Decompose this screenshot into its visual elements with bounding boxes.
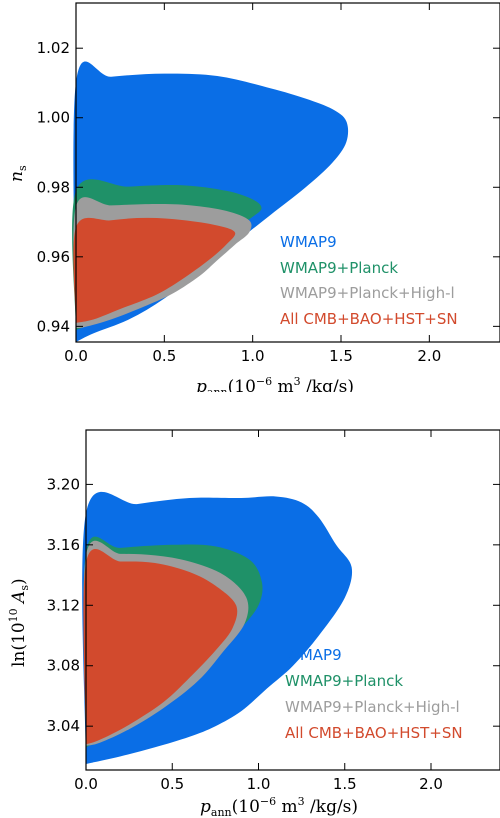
legend-entry-allcmb: All CMB+BAO+HST+SN (285, 724, 463, 742)
y-tick-label: 3.12 (47, 596, 80, 614)
y-axis-label: ns (7, 165, 29, 182)
y-tick-label: 3.16 (47, 536, 80, 554)
x-axis-label: pann(10−6 m3 /kg/s) (200, 795, 358, 818)
y-tick-label: 3.08 (47, 657, 80, 675)
y-axis-label: ln(1010 As) (7, 578, 31, 667)
regions-layer (72, 61, 349, 342)
region-all-cmb-bao-hst-sn (73, 217, 236, 323)
plot-frame (85, 429, 500, 771)
y-tick-label: 1.02 (37, 39, 70, 57)
legend-entry-wmap9-planck-highl: WMAP9+Planck+High-l (280, 284, 455, 302)
y-tick-label: 0.96 (37, 248, 70, 266)
y-tick-label: 3.04 (47, 717, 80, 735)
chart-top: 0.0 0.5 1.0 1.5 2.0 0.94 0.96 0.98 1.00 1.02 WMAP… (7, 2, 500, 392)
legend: WMAP9 WMAP9+Planck WMAP9+Planck+High-l A… (280, 233, 458, 328)
ticks-layer: 0.0 0.5 1.0 1.5 2.0 3.04 3.08 3.12 3.16 3.20 (47, 430, 500, 793)
y-tick-label: 3.20 (47, 475, 80, 493)
x-tick-label: 0.5 (152, 347, 176, 365)
x-tick-label: 1.0 (241, 347, 265, 365)
x-tick-label: 0.0 (74, 775, 98, 793)
x-tick-label: 0.5 (160, 775, 184, 793)
legend-entry-wmap9: WMAP9 (285, 646, 342, 664)
legend-entry-wmap9-planck: WMAP9+Planck (285, 672, 403, 690)
x-tick-label: 2.0 (417, 347, 441, 365)
legend-entry-allcmb: All CMB+BAO+HST+SN (280, 310, 458, 328)
y-tick-label: 0.98 (37, 178, 70, 196)
y-tick-label: 0.94 (37, 317, 70, 335)
ticks-layer: 0.0 0.5 1.0 1.5 2.0 0.94 0.96 0.98 1.00 1.02 (37, 3, 500, 365)
legend: WMAP9 WMAP9+Planck WMAP9+Planck+High-l A… (285, 646, 463, 742)
legend-entry-wmap9-planck-highl: WMAP9+Planck+High-l (285, 698, 460, 716)
chart-bottom: 0.0 0.5 1.0 1.5 2.0 3.04 3.08 3.12 3.16 3.20 WMAP… (7, 429, 500, 818)
region-all-cmb-bao-hst-sn (83, 549, 238, 745)
x-axis-label: pann(10−6 m3 /kg/s) (196, 375, 354, 392)
x-tick-label: 1.0 (247, 775, 271, 793)
legend-entry-wmap9-planck: WMAP9+Planck (280, 259, 398, 277)
legend-entry-wmap9: WMAP9 (280, 233, 337, 251)
x-tick-label: 0.0 (64, 347, 88, 365)
plot-frame (75, 2, 500, 343)
x-tick-label: 1.5 (333, 775, 357, 793)
y-tick-label: 1.00 (37, 109, 70, 127)
x-tick-label: 2.0 (419, 775, 443, 793)
regions-layer (82, 491, 353, 764)
x-tick-label: 1.5 (329, 347, 353, 365)
